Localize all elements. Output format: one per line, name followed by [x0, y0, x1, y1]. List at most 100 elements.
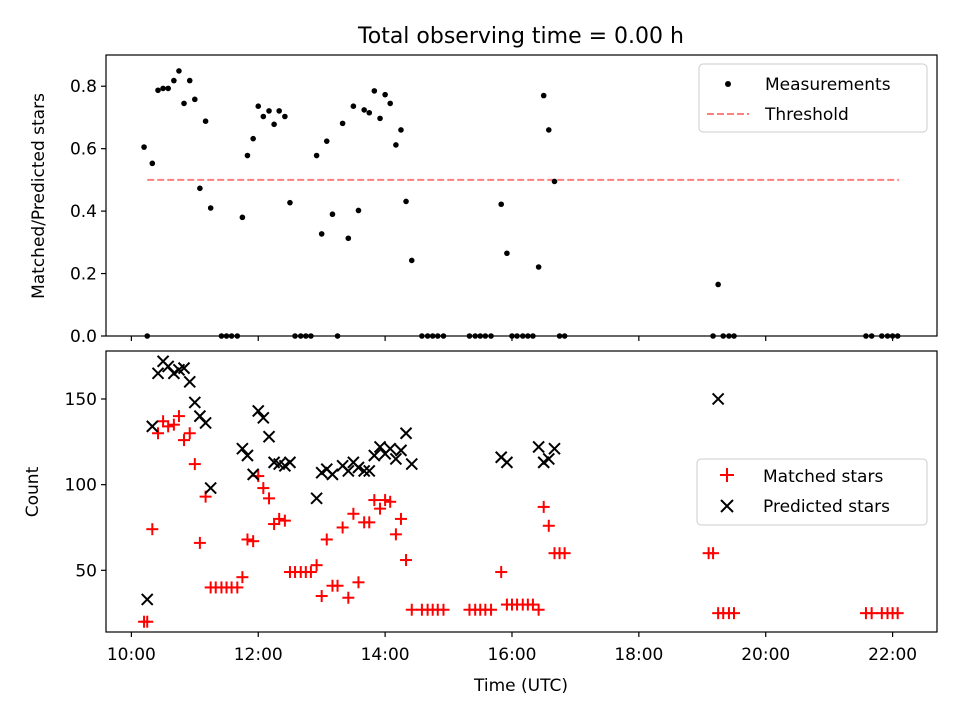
measurement-point-39	[350, 103, 357, 110]
measurement-point-32	[313, 152, 320, 159]
matched-star-point-70	[537, 500, 550, 513]
predicted-star-point-39	[399, 427, 413, 440]
bottom-plot-frame	[105, 350, 938, 633]
measurement-point-12	[202, 118, 209, 124]
predicted-star-point-30	[352, 461, 365, 474]
matched-star-point-62	[495, 566, 508, 579]
legend-predicted-marker	[720, 499, 734, 513]
predicted-star-point-0	[141, 593, 154, 606]
measurement-point-46	[387, 100, 393, 107]
x-tick-label-2: 14:00	[361, 645, 410, 665]
matched-star-point-38	[336, 521, 349, 534]
legend-threshold-label: Threshold	[764, 105, 849, 125]
top-legend-box	[698, 63, 928, 133]
matched-star-point-32	[304, 566, 317, 579]
predicted-star-point-33	[368, 449, 381, 462]
measurement-point-18	[239, 214, 246, 221]
measurement-point-47	[393, 142, 399, 148]
measurement-point-2	[149, 160, 156, 167]
measurement-point-41	[361, 107, 367, 113]
top-legend: Measurements Threshold	[698, 63, 928, 133]
predicted-star-point-36	[383, 442, 397, 455]
measurement-point-48	[398, 127, 404, 133]
predicted-star-point-47	[711, 392, 725, 406]
predicted-star-point-45	[542, 452, 555, 466]
matched-star-point-56	[437, 603, 450, 616]
top-y-tick-label-0: 0.0	[70, 327, 97, 347]
predicted-star-point-16	[252, 404, 265, 418]
measurement-point-24	[271, 121, 277, 128]
top-y-axis-label: Matched/Predicted stars	[29, 93, 49, 299]
matched-star-point-7	[172, 410, 185, 423]
measurement-point-5	[165, 85, 171, 92]
matched-star-point-8	[178, 434, 191, 447]
predicted-star-point-28	[342, 464, 355, 478]
predicted-star-point-8	[183, 375, 196, 389]
matched-star-point-4	[157, 415, 170, 428]
predicted-star-point-37	[389, 452, 403, 466]
x-tick-label-0: 10:00	[107, 645, 156, 665]
matched-star-point-49	[394, 512, 407, 525]
matched-star-point-71	[542, 519, 555, 532]
matched-star-point-20	[241, 533, 254, 546]
measurement-point-8	[181, 100, 187, 107]
measurement-point-4	[160, 85, 166, 92]
measurement-point-21	[255, 103, 262, 110]
measurement-point-25	[276, 108, 282, 114]
matched-star-point-69	[532, 603, 545, 616]
x-axis-label: Time (UTC)	[473, 676, 568, 696]
predicted-star-point-7	[177, 361, 191, 375]
predicted-star-point-2	[151, 367, 165, 380]
predicted-star-point-32	[363, 464, 376, 478]
matched-star-point-46	[379, 494, 392, 507]
bottom-y-tick-label-0: 50	[75, 561, 97, 581]
matched-star-point-1	[141, 615, 154, 628]
measurement-point-20	[250, 135, 256, 142]
predicted-star-point-22	[283, 456, 297, 469]
predicted-star-point-26	[326, 468, 339, 481]
matched-star-point-37	[331, 579, 344, 592]
measurement-point-71	[551, 178, 558, 185]
measurement-point-44	[377, 115, 383, 122]
measurement-point-6	[171, 77, 177, 84]
legend-matched-marker	[720, 468, 734, 482]
matched-star-point-35	[320, 533, 333, 546]
matched-star-point-19	[236, 571, 249, 584]
matched-star-point-44	[368, 494, 381, 507]
bottom-legend: Matched stars Predicted stars	[696, 458, 928, 526]
measurement-point-75	[715, 281, 721, 288]
legend-matched-label: Matched stars	[763, 467, 883, 487]
matched-star-point-18	[231, 581, 244, 594]
matched-star-point-82	[865, 607, 878, 620]
matched-star-point-80	[728, 607, 741, 620]
measurement-point-43	[371, 88, 378, 94]
predicted-star-point-11	[199, 416, 212, 430]
measurement-point-13	[207, 205, 214, 211]
predicted-star-point-18	[262, 430, 276, 443]
chart-title: Total observing time = 0.00 h	[357, 24, 684, 49]
measurement-point-69	[540, 92, 547, 99]
measurement-point-0	[141, 144, 147, 150]
x-tick-label-6: 22:00	[868, 645, 917, 665]
matched-star-point-5	[162, 420, 175, 433]
measurement-point-11	[197, 185, 203, 192]
matched-star-point-10	[188, 458, 201, 471]
x-tick-label-3: 16:00	[487, 645, 536, 665]
matched-star-point-76	[707, 547, 720, 560]
measurement-point-33	[318, 231, 325, 237]
count-panel: Count Time (UTC) 10:00 12:00 14:00 16:00 18:…	[23, 350, 938, 696]
top-y-tick-label-3: 0.6	[70, 140, 97, 160]
measurement-point-42	[366, 109, 373, 116]
legend-predicted-label: Predicted stars	[763, 497, 890, 517]
count-series	[138, 355, 904, 628]
measurement-point-23	[266, 108, 272, 114]
legend-measurements-label: Measurements	[765, 75, 891, 95]
bottom-y-axis-label: Count	[23, 466, 43, 517]
matched-star-point-3	[152, 427, 165, 440]
matched-star-point-11	[193, 536, 206, 549]
measurement-point-34	[323, 138, 330, 144]
x-tick-label-4: 18:00	[614, 645, 663, 665]
matched-star-point-40	[347, 507, 360, 520]
predicted-star-point-43	[532, 440, 545, 454]
